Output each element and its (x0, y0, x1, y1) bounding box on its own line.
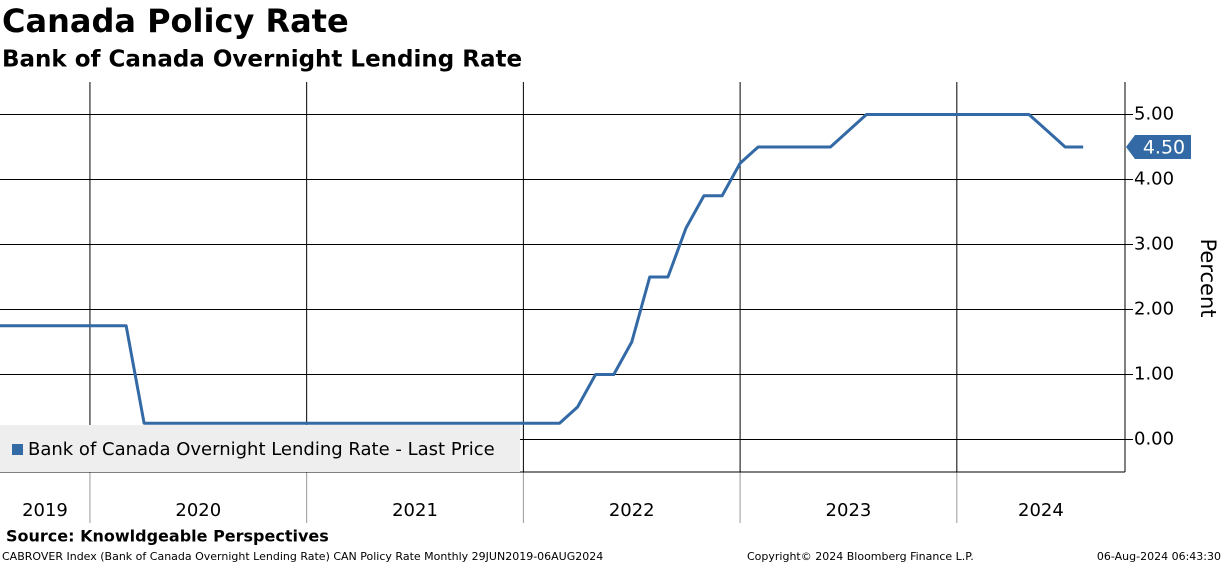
y-tick-label: 3.00 (1134, 234, 1174, 255)
x-tick-label: 2021 (392, 500, 438, 521)
x-tick-label: 2022 (609, 500, 655, 521)
x-tick-label: 2019 (22, 500, 68, 521)
legend-label: Bank of Canada Overnight Lending Rate - … (28, 439, 495, 460)
footer-left: CABROVER Index (Bank of Canada Overnight… (2, 550, 603, 563)
footer-right: 06-Aug-2024 06:43:30 (1097, 550, 1221, 563)
legend-box (0, 425, 520, 472)
y-tick-label: 0.00 (1134, 429, 1174, 450)
last-price-box (1126, 135, 1191, 159)
series-line (0, 113, 1084, 425)
chart-title: Canada Policy Rate (2, 2, 349, 40)
last-price-label: 4.50 (1143, 137, 1185, 159)
legend-swatch (12, 444, 23, 455)
y-tick-label: 1.00 (1134, 364, 1174, 385)
y-tick-label: 2.00 (1134, 299, 1174, 320)
y-tick-label: 5.00 (1134, 104, 1174, 125)
y-tick-label: 4.00 (1134, 169, 1174, 190)
x-tick-label: 2024 (1018, 500, 1064, 521)
chart-subtitle: Bank of Canada Overnight Lending Rate (2, 47, 522, 73)
y-axis-label: Percent (1196, 238, 1220, 317)
footer-center: Copyright© 2024 Bloomberg Finance L.P. (747, 550, 974, 563)
source: Source: Knowldgeable Perspectives (6, 527, 329, 546)
x-tick-label: 2023 (826, 500, 872, 521)
x-tick-label: 2020 (175, 500, 221, 521)
